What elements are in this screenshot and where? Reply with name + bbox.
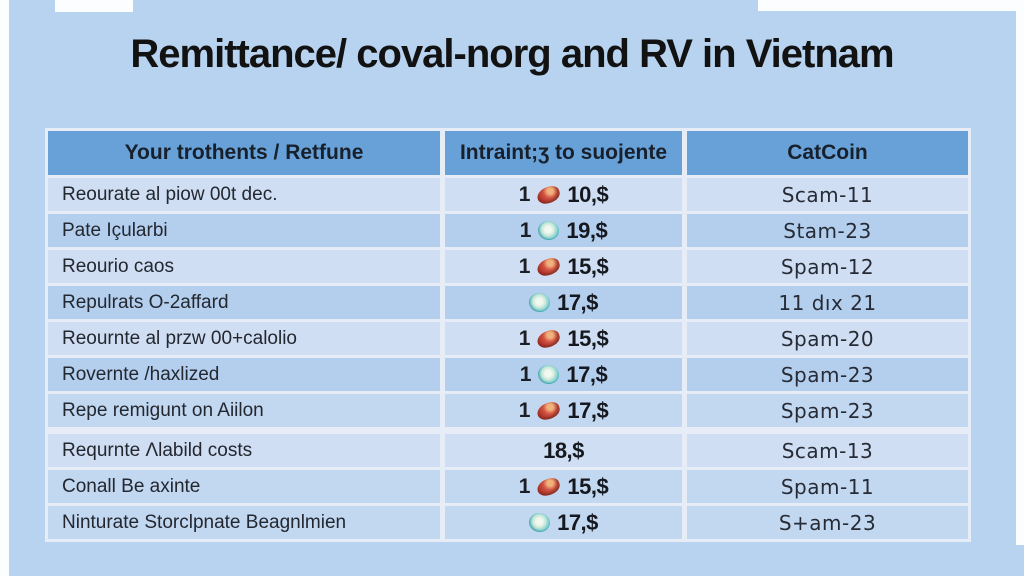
qty-value: 1 [518, 474, 531, 498]
red-gem-icon [535, 183, 563, 206]
table-row: Conall Be axinte 1 15,$ Spam-11 [48, 470, 968, 503]
red-gem-icon [535, 475, 563, 498]
header-payments-column: Your trothents / Retfune [48, 131, 440, 175]
header-rate-column: Intraint;ʒ to suojente [445, 131, 682, 175]
catcoin-value: Spam-23 [687, 394, 968, 427]
amount-value: 15,$ [567, 253, 609, 279]
edge-artifact-topleft [55, 0, 133, 12]
red-gem-icon [535, 327, 563, 350]
catcoin-value: Scam-13 [687, 434, 968, 467]
table-header-row: Your trothents / Retfune Intraint;ʒ to s… [48, 131, 968, 175]
catcoin-value: Scam-11 [687, 178, 968, 211]
row-label: Conall Be axinte [48, 470, 440, 503]
row-label: Repulrats O-2affard [48, 286, 440, 319]
teal-swirl-icon [527, 291, 552, 314]
amount-value: 18,$ [543, 437, 584, 463]
catcoin-value: Spam-12 [687, 250, 968, 283]
table-row: Rovernte /haxlized 1 17,$ Spam-23 [48, 358, 968, 391]
amount-value: 19,$ [566, 217, 608, 243]
row-label: Rovernte /haxlized [48, 358, 440, 391]
amount-value: 17,$ [567, 397, 609, 423]
row-label: Reourate al piow 00t dec. [48, 178, 440, 211]
rate-cell: 1 15,$ [445, 470, 682, 503]
table-row: Reourio caos 1 15,$ Spam-12 [48, 250, 968, 283]
rate-cell: 1 15,$ [445, 250, 682, 283]
catcoin-value: S+am-23 [687, 506, 968, 539]
edge-artifact-right [1016, 0, 1024, 545]
table-row: Reournte al przw 00+calolio 1 15,$ Spam-20 [48, 322, 968, 355]
edge-artifact-topright [758, 0, 1024, 11]
catcoin-value: Spam-11 [687, 470, 968, 503]
qty-value: 1 [518, 326, 531, 350]
header-catcoin-column: CatCoin [687, 131, 968, 175]
row-label: Repe remigunt on Aiilon [48, 394, 440, 427]
teal-swirl-icon [527, 511, 552, 534]
row-label: Ninturate Storclpnate Beagnlmien [48, 506, 440, 539]
catcoin-value: 11 dıx 21 [687, 286, 968, 319]
table-row: Pate Içularbi 1 19,$ Stam-23 [48, 214, 968, 247]
rate-cell: 1 10,$ [445, 178, 682, 211]
amount-value: 15,$ [567, 473, 609, 499]
table-row: Ninturate Storclpnate Beagnlmien 17,$ S+am… [48, 506, 968, 539]
catcoin-value: Stam-23 [687, 214, 968, 247]
table-row: Repe remigunt on Aiilon 1 17,$ Spam-23 [48, 394, 968, 427]
table-row: Requrnte Λlabild costs 18,$ Scam-13 [48, 434, 968, 467]
rate-cell: 17,$ [445, 506, 682, 539]
teal-swirl-icon [536, 219, 561, 242]
remittance-table: Your trothents / Retfune Intraint;ʒ to s… [45, 128, 971, 542]
amount-value: 17,$ [566, 361, 608, 387]
qty-value: 1 [519, 362, 532, 386]
qty-value: 1 [519, 218, 532, 242]
catcoin-value: Spam-20 [687, 322, 968, 355]
rate-cell: 1 17,$ [445, 358, 682, 391]
row-label: Reourio caos [48, 250, 440, 283]
rate-cell: 18,$ [445, 434, 682, 467]
table-row: Repulrats O-2affard 17,$ 11 dıx 21 [48, 286, 968, 319]
catcoin-value: Spam-23 [687, 358, 968, 391]
amount-value: 10,$ [567, 181, 609, 207]
amount-value: 15,$ [567, 325, 609, 351]
row-label: Pate Içularbi [48, 214, 440, 247]
edge-artifact-left [0, 0, 9, 576]
qty-value: 1 [518, 182, 531, 206]
row-label: Requrnte Λlabild costs [48, 434, 440, 467]
row-label: Reournte al przw 00+calolio [48, 322, 440, 355]
table-row: Reourate al piow 00t dec. 1 10,$ Scam-11 [48, 178, 968, 211]
amount-value: 17,$ [557, 509, 598, 535]
amount-value: 17,$ [557, 289, 598, 315]
qty-value: 1 [518, 398, 531, 422]
page-title: Remittance/ coval-norg and RV in Vietnam [130, 32, 894, 76]
red-gem-icon [535, 399, 563, 422]
rate-cell: 1 19,$ [445, 214, 682, 247]
teal-swirl-icon [536, 363, 561, 386]
rate-cell: 17,$ [445, 286, 682, 319]
qty-value: 1 [518, 254, 531, 278]
rate-cell: 1 15,$ [445, 322, 682, 355]
rate-cell: 1 17,$ [445, 394, 682, 427]
red-gem-icon [535, 255, 563, 278]
